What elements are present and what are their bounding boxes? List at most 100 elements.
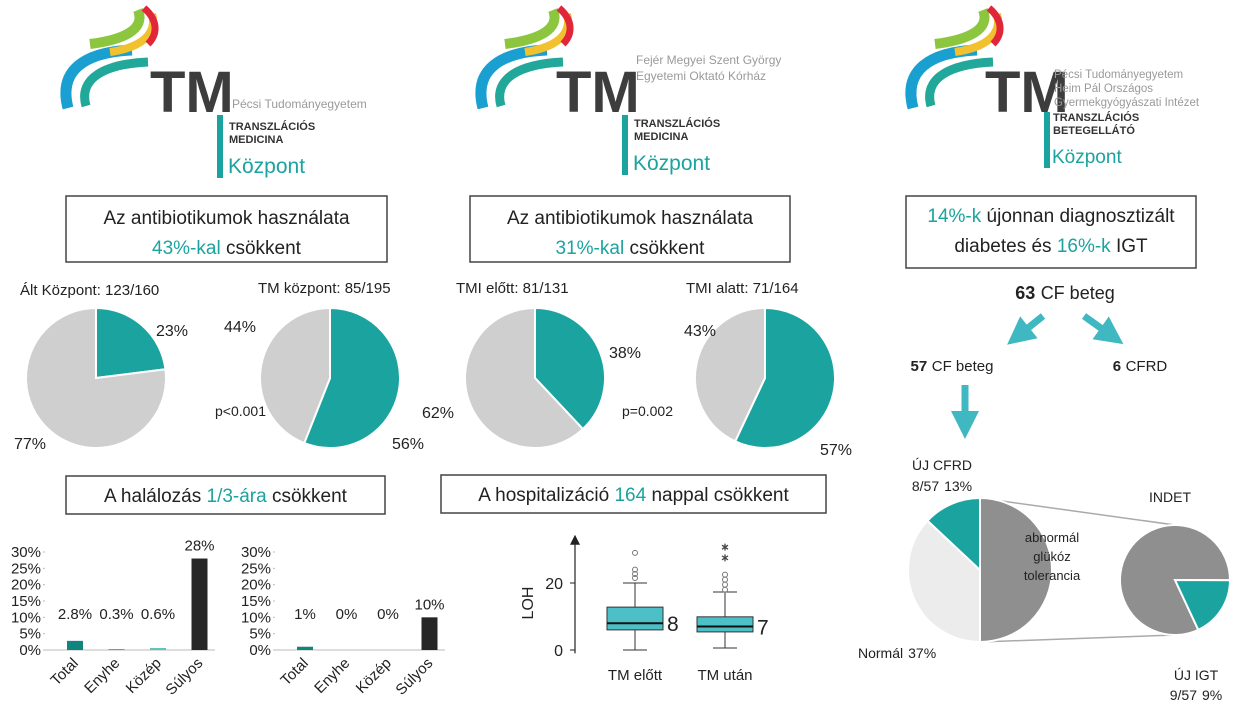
pie-label: 38% xyxy=(609,345,641,362)
logo-mark: TM xyxy=(150,60,234,125)
pie-slice xyxy=(733,306,836,449)
pie-center-label: abnormál glükóz tolerancia xyxy=(1023,530,1081,583)
logo-sub: TRANSZLÁCIÓS xyxy=(634,117,720,130)
headline: Az antibiotikumok használata xyxy=(103,208,350,229)
headline-box xyxy=(905,195,1197,269)
pie-slice xyxy=(907,519,981,644)
logo-bar xyxy=(217,115,223,178)
pie-label: 9/57 9% xyxy=(1170,687,1222,703)
connector xyxy=(979,634,1176,643)
y-tick-label: 10% xyxy=(241,609,271,626)
headline-text: Az antibiotikumok használata xyxy=(103,208,350,229)
y-tick-label: 25% xyxy=(11,560,41,577)
logo-strand xyxy=(504,8,560,49)
logo-line: Pécsi Tudományegyetem xyxy=(1054,69,1183,81)
box xyxy=(696,616,754,633)
y-tick-label: 0 xyxy=(554,643,563,660)
y-tick-label: 30% xyxy=(11,544,41,561)
logo-sub: TRANSZLÁCIÓS xyxy=(229,120,315,133)
connector xyxy=(979,497,1176,526)
flow-count: 57 xyxy=(911,358,928,375)
pie-label: 57% xyxy=(820,442,852,459)
flow-label: 57 CF beteg xyxy=(911,358,994,375)
logo-bar xyxy=(622,115,628,175)
headline-text: csökkent xyxy=(267,486,348,507)
y-tick-label: 15% xyxy=(241,593,271,610)
pie-slice xyxy=(694,306,766,443)
pie-label: 43% xyxy=(684,323,716,340)
headline-text: nappal csökkent xyxy=(646,485,789,506)
y-tick-label: 20 xyxy=(545,576,563,593)
headline-text: Az antibiotikumok használata xyxy=(507,208,754,229)
pie-slice xyxy=(979,496,1053,644)
headline-text: csökkent xyxy=(221,238,302,259)
headline-highlight: 14%-k xyxy=(927,206,981,227)
headline-box xyxy=(65,195,388,263)
value-label: 1% xyxy=(294,606,316,623)
pie-title: TMI előtt: 81/131 xyxy=(456,280,569,297)
bar xyxy=(191,558,208,650)
pie-slice xyxy=(95,306,167,380)
y-tick-label: 15% xyxy=(11,593,41,610)
y-tick-label: 30% xyxy=(241,544,271,561)
headline: A hospitalizáció 164 nappal csökkent xyxy=(478,485,789,506)
value-label: 0% xyxy=(336,606,358,623)
logo-line: Heim Pál Országos xyxy=(1054,83,1153,95)
outlier xyxy=(632,570,638,577)
flow-text: CF beteg xyxy=(932,358,994,375)
flow-label: 6 CFRD xyxy=(1113,358,1168,375)
logo-line: Fejér Megyei Szent György xyxy=(636,53,781,67)
logo-sub: BETEGELLÁTÓ xyxy=(1053,124,1135,137)
logo-strand xyxy=(986,5,1004,47)
pie-title: Ált Központ: 123/160 xyxy=(20,282,159,299)
median-label: 8 xyxy=(667,613,679,636)
headline-highlight: 43%-kal xyxy=(152,238,221,259)
headline-text: A halálozás xyxy=(104,486,206,507)
headline-text: A hospitalizáció xyxy=(478,485,614,506)
logo-strand xyxy=(556,5,574,47)
bar xyxy=(67,640,83,650)
extreme xyxy=(721,554,729,562)
headline-text: újonnan diagnosztizált xyxy=(981,206,1175,227)
value-label: 28% xyxy=(184,538,214,555)
pie-slice xyxy=(1173,578,1232,632)
pie-title: TM központ: 85/195 xyxy=(258,280,391,297)
pie-label: 77% xyxy=(14,436,46,453)
value-label: 10% xyxy=(414,596,444,613)
flow-count: 6 xyxy=(1113,358,1121,375)
axis-arrow xyxy=(570,534,580,545)
headline-highlight: 16%-k xyxy=(1057,236,1111,257)
bar xyxy=(421,617,438,650)
headline: Az antibiotikumok használata xyxy=(507,208,754,229)
pie-category: ÚJ CFRD xyxy=(912,457,972,473)
x-tick-label: TM előtt xyxy=(608,667,663,684)
logo-line: Egyetemi Oktató Kórház xyxy=(636,69,766,83)
flow-arrow xyxy=(1007,313,1046,345)
headline-box xyxy=(440,474,827,514)
logo-strand xyxy=(141,5,159,47)
headline: 14%-k újonnan diagnosztizált xyxy=(927,206,1175,227)
outlier xyxy=(722,571,728,578)
pie-category: ÚJ IGT xyxy=(1174,667,1219,683)
headline: 43%-kal csökkent xyxy=(152,238,302,259)
flow-label: 63 CF beteg xyxy=(1015,283,1114,303)
flow-count: 63 xyxy=(1015,283,1035,303)
pie-label: 23% xyxy=(156,323,188,340)
headline-box xyxy=(469,195,791,263)
logo-bar xyxy=(1044,112,1050,168)
logo-strand xyxy=(80,57,149,108)
flow-text: CF beteg xyxy=(1041,283,1115,303)
logo-strand xyxy=(925,57,994,108)
headline-text: diabetes és xyxy=(954,236,1056,257)
pie-label: 44% xyxy=(224,319,256,336)
extreme xyxy=(721,543,729,551)
y-tick-label: 5% xyxy=(19,626,41,643)
pie-slice xyxy=(926,496,981,573)
value-label: 0.6% xyxy=(141,606,175,623)
value-label: 2.8% xyxy=(58,606,92,623)
pie-title: TMI alatt: 71/164 xyxy=(686,280,799,297)
logo-center: Központ xyxy=(633,152,710,175)
headline-highlight: 1/3-ára xyxy=(207,486,268,507)
pie-category: Normál xyxy=(858,645,903,661)
headline: diabetes és 16%-k IGT xyxy=(954,236,1148,257)
